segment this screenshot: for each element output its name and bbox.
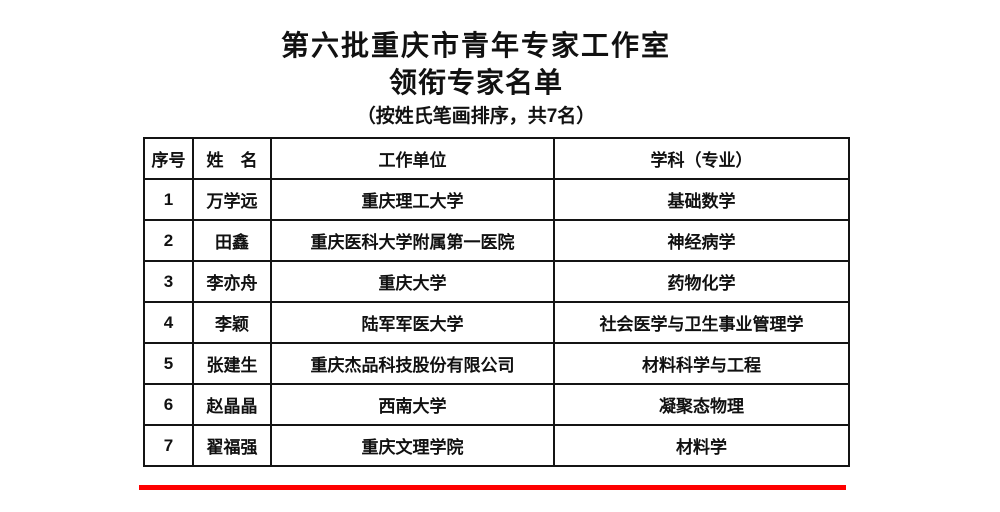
document-title-line1: 第六批重庆市青年专家工作室 bbox=[280, 31, 671, 62]
cell-unit: 西南大学 bbox=[270, 383, 555, 426]
cell-name: 田鑫 bbox=[192, 219, 272, 262]
cell-index: 2 bbox=[143, 219, 194, 262]
cell-unit: 重庆杰品科技股份有限公司 bbox=[270, 342, 555, 385]
document-title-line2: 领衔专家名单 bbox=[388, 68, 563, 99]
cell-major: 基础数学 bbox=[553, 178, 850, 221]
table-row: 7 翟福强 重庆文理学院 材料学 bbox=[143, 424, 850, 467]
header-major: 学科（专业） bbox=[553, 137, 850, 180]
cell-unit: 重庆大学 bbox=[270, 260, 555, 303]
cell-unit: 重庆理工大学 bbox=[270, 178, 555, 221]
cell-index: 4 bbox=[143, 301, 194, 344]
table-header-row: 序号 姓 名 工作单位 学科（专业） bbox=[143, 137, 850, 180]
table-row: 6 赵晶晶 西南大学 凝聚态物理 bbox=[143, 383, 850, 426]
cell-major: 药物化学 bbox=[553, 260, 850, 303]
table-row: 4 李颖 陆军军医大学 社会医学与卫生事业管理学 bbox=[143, 301, 850, 344]
cell-name: 赵晶晶 bbox=[192, 383, 272, 426]
cell-name: 李亦舟 bbox=[192, 260, 272, 303]
header-name: 姓 名 bbox=[192, 137, 272, 180]
cell-index: 5 bbox=[143, 342, 194, 385]
cell-index: 6 bbox=[143, 383, 194, 426]
experts-table: 序号 姓 名 工作单位 学科（专业） 1 万学远 重庆理工大学 基础数学 2 田… bbox=[143, 137, 850, 467]
cell-unit: 重庆文理学院 bbox=[270, 424, 555, 467]
cell-major: 材料学 bbox=[553, 424, 850, 467]
cell-index: 1 bbox=[143, 178, 194, 221]
document-subtitle: （按姓氏笔画排序，共7名） bbox=[356, 106, 596, 127]
cell-unit: 重庆医科大学附属第一医院 bbox=[270, 219, 555, 262]
table-row: 2 田鑫 重庆医科大学附属第一医院 神经病学 bbox=[143, 219, 850, 262]
cell-major: 材料科学与工程 bbox=[553, 342, 850, 385]
header-index: 序号 bbox=[143, 137, 194, 180]
cell-name: 李颖 bbox=[192, 301, 272, 344]
cell-major: 神经病学 bbox=[553, 219, 850, 262]
cell-name: 万学远 bbox=[192, 178, 272, 221]
header-unit: 工作单位 bbox=[270, 137, 555, 180]
cell-major: 凝聚态物理 bbox=[553, 383, 850, 426]
red-underline-divider bbox=[139, 485, 846, 490]
cell-unit: 陆军军医大学 bbox=[270, 301, 555, 344]
cell-index: 3 bbox=[143, 260, 194, 303]
table-row: 1 万学远 重庆理工大学 基础数学 bbox=[143, 178, 850, 221]
cell-index: 7 bbox=[143, 424, 194, 467]
cell-name: 翟福强 bbox=[192, 424, 272, 467]
table-row: 3 李亦舟 重庆大学 药物化学 bbox=[143, 260, 850, 303]
cell-major: 社会医学与卫生事业管理学 bbox=[553, 301, 850, 344]
table-row: 5 张建生 重庆杰品科技股份有限公司 材料科学与工程 bbox=[143, 342, 850, 385]
cell-name: 张建生 bbox=[192, 342, 272, 385]
